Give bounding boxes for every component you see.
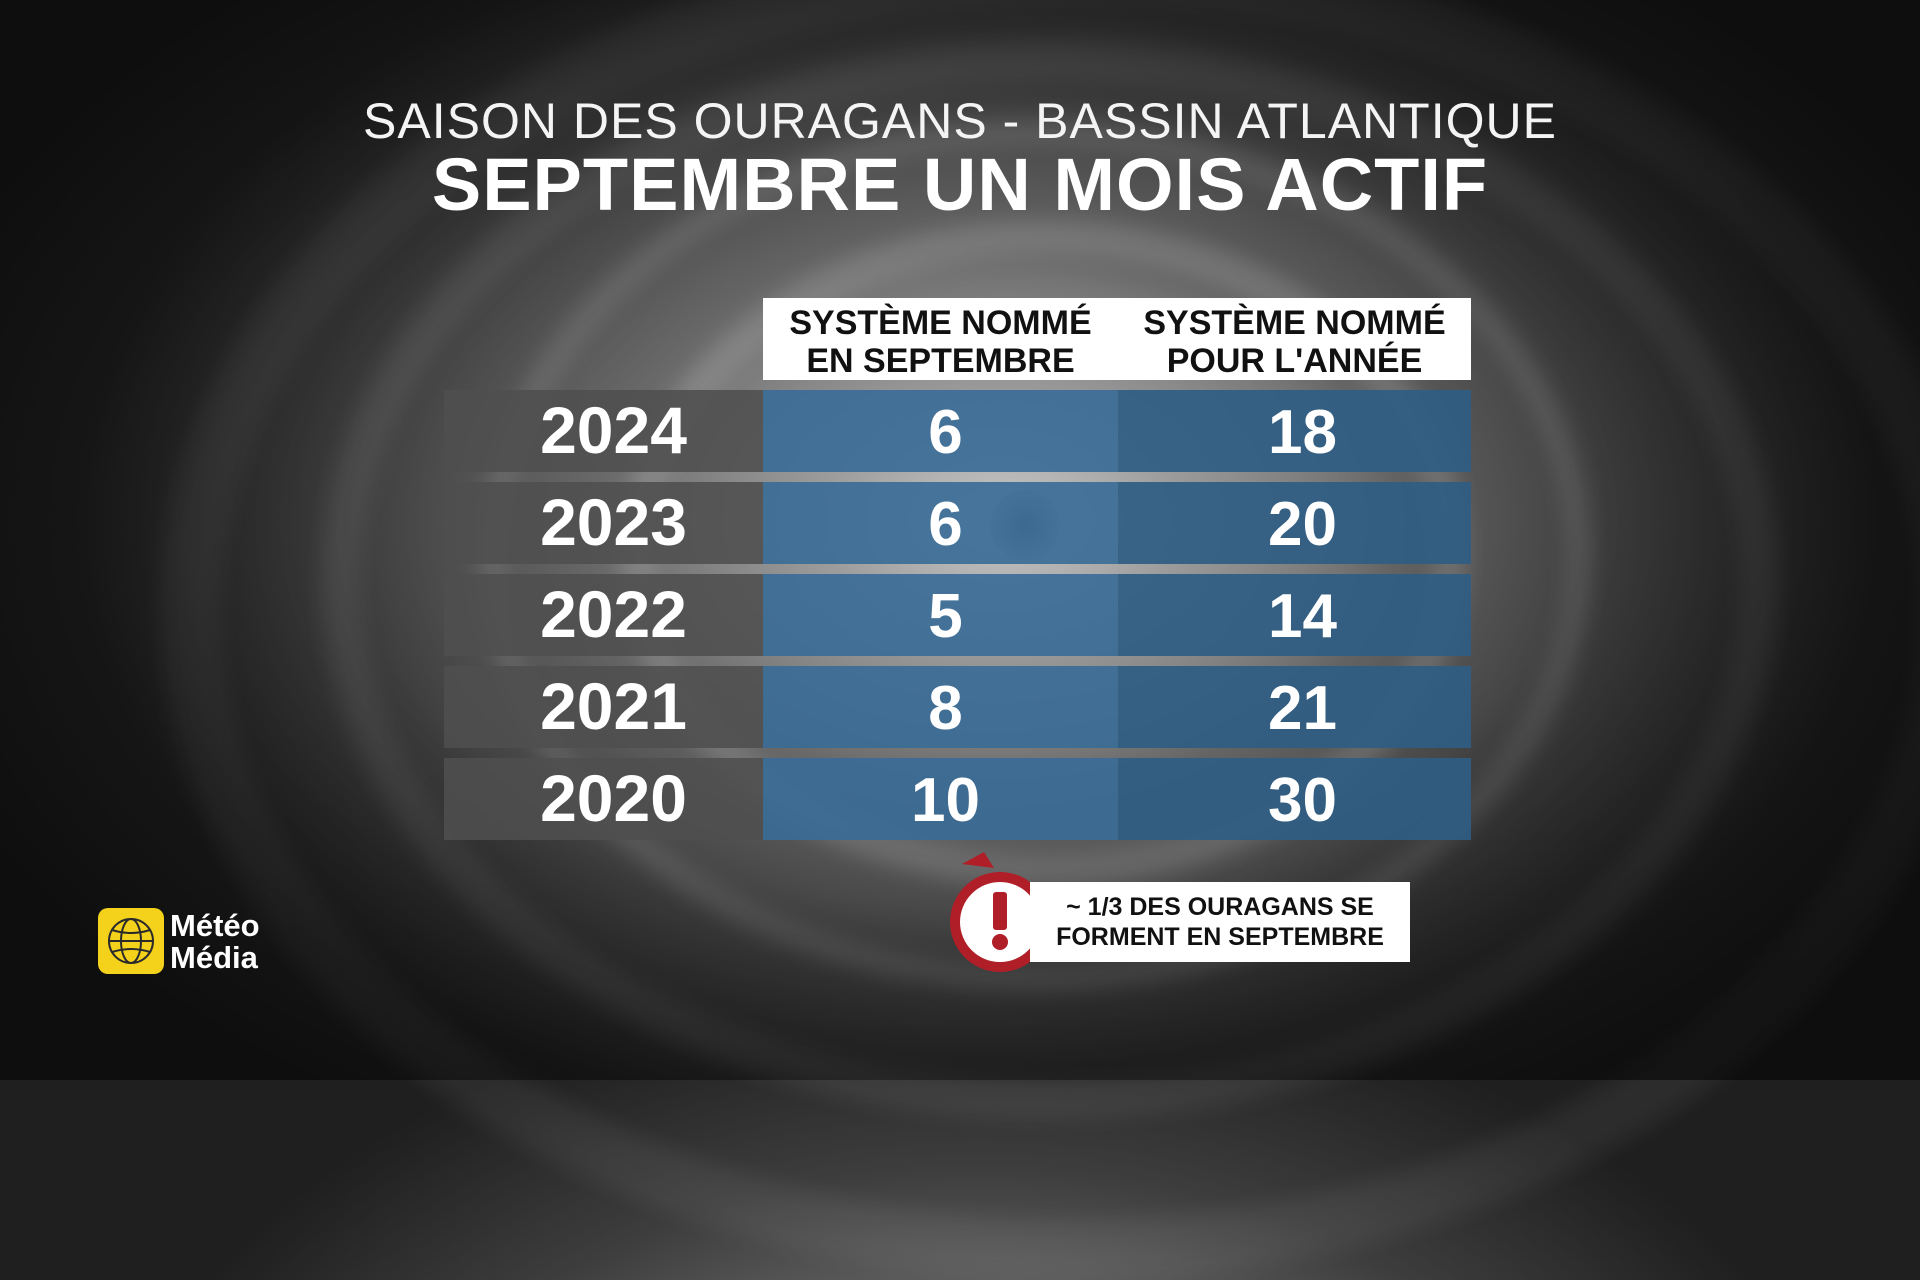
annual-cell-bg (1118, 390, 1471, 472)
annual-cell-bg (1118, 666, 1471, 748)
row-year-label: 2024 (540, 393, 687, 467)
annual-value: 21 (1268, 674, 1337, 743)
row-year-label: 2021 (540, 669, 687, 743)
annual-cell-bg (1118, 758, 1471, 840)
september-value: 8 (928, 674, 962, 743)
note-box: ~ 1/3 DES OURAGANS SE FORMENT EN SEPTEMB… (1030, 882, 1410, 962)
september-value: 5 (928, 582, 962, 651)
september-cell-bg (763, 666, 1118, 748)
annual-value: 18 (1268, 398, 1337, 467)
september-value: 6 (928, 398, 962, 467)
logo-line-1: Météo (170, 908, 260, 943)
september-value: 10 (911, 766, 980, 835)
year-cell-bg (444, 574, 763, 656)
column-header-line1: SYSTÈME NOMMÉ (789, 304, 1091, 342)
column-header-line2: POUR L'ANNÉE (1167, 342, 1423, 380)
logo-line-2: Média (170, 940, 258, 975)
column-header-line2: EN SEPTEMBRE (806, 342, 1074, 380)
row-year-label: 2023 (540, 485, 687, 559)
year-cell-bg (444, 390, 763, 472)
table-header-bg (763, 298, 1471, 380)
september-cell-bg (763, 390, 1118, 472)
title-top: SAISON DES OURAGANS - BASSIN ATLANTIQUE (363, 93, 1557, 149)
september-cell-bg (763, 482, 1118, 564)
column-header-line1: SYSTÈME NOMMÉ (1143, 304, 1445, 342)
year-cell-bg (444, 666, 763, 748)
meteomedia-logo: Météo Média (98, 908, 278, 978)
row-year-label: 2020 (540, 761, 687, 835)
year-cell-bg (444, 758, 763, 840)
september-cell-bg (763, 574, 1118, 656)
september-cell-bg (763, 758, 1118, 840)
september-value: 6 (928, 490, 962, 559)
annual-value: 20 (1268, 490, 1337, 559)
note-line-2: FORMENT EN SEPTEMBRE (1056, 923, 1384, 951)
globe-icon (98, 908, 164, 974)
annual-cell-bg (1118, 482, 1471, 564)
annual-value: 14 (1268, 582, 1337, 651)
annual-value: 30 (1268, 766, 1337, 835)
year-cell-bg (444, 482, 763, 564)
note-line-1: ~ 1/3 DES OURAGANS SE (1066, 893, 1374, 921)
warning-badge-icon (950, 852, 1050, 972)
title-main: SEPTEMBRE UN MOIS ACTIF (431, 143, 1489, 226)
annual-cell-bg (1118, 574, 1471, 656)
row-year-label: 2022 (540, 577, 687, 651)
